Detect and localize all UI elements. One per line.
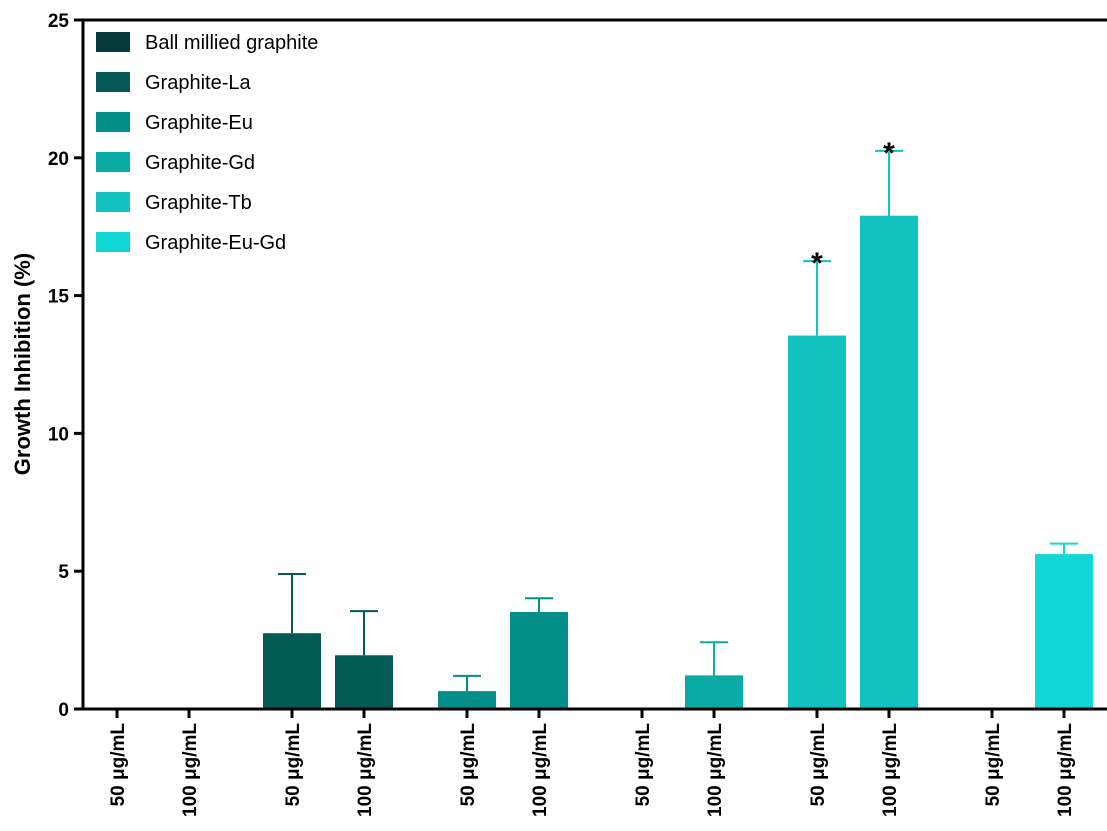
legend-label: Graphite-Gd	[145, 152, 255, 174]
legend-label: Graphite-Eu-Gd	[145, 232, 286, 254]
x-tick-label: 100 μg/mL	[180, 723, 201, 817]
x-tick-label: 100 μg/mL	[880, 723, 901, 817]
bar-5-1	[788, 335, 846, 709]
x-tick-label: 100 μg/mL	[355, 723, 376, 817]
x-tick-label: 100 μg/mL	[1055, 723, 1076, 817]
y-tick-label: 20	[48, 149, 69, 170]
x-tick-label: 50 μg/mL	[983, 723, 1004, 807]
x-tick-label: 50 μg/mL	[283, 723, 304, 807]
bar-5-2	[860, 215, 918, 709]
x-tick-label: 50 μg/mL	[458, 723, 479, 807]
bar-4-2	[685, 675, 743, 709]
legend-swatch	[96, 152, 130, 172]
legend-label: Ball millied graphite	[145, 32, 318, 54]
significance-marker: *	[883, 137, 895, 170]
legend-label: Graphite-Tb	[145, 192, 252, 214]
y-tick-label: 15	[48, 287, 70, 308]
legend-label: Graphite-Eu	[145, 112, 253, 134]
legend-swatch	[96, 112, 130, 132]
y-tick-label: 25	[48, 11, 70, 32]
significance-marker: *	[811, 247, 823, 280]
bar-2-2	[335, 655, 393, 709]
y-tick-label: 5	[58, 562, 69, 583]
y-tick-label: 0	[58, 700, 69, 721]
legend-swatch	[96, 192, 130, 212]
bar-3-1	[438, 691, 496, 709]
bar-3-2	[510, 611, 568, 709]
y-axis-title: Growth Inhibition (%)	[10, 253, 35, 475]
bar-6-2	[1035, 554, 1093, 709]
legend-label: Graphite-La	[145, 72, 251, 94]
x-tick-label: 100 μg/mL	[530, 723, 551, 817]
y-tick-label: 10	[48, 424, 69, 445]
x-tick-label: 50 μg/mL	[108, 723, 129, 807]
legend-swatch	[96, 32, 130, 52]
legend-swatch	[96, 72, 130, 92]
x-tick-label: 50 μg/mL	[633, 723, 654, 807]
bar-2-1	[263, 633, 321, 709]
x-tick-label: 50 μg/mL	[808, 723, 829, 807]
legend-swatch	[96, 232, 130, 252]
x-tick-label: 100 μg/mL	[705, 723, 726, 817]
